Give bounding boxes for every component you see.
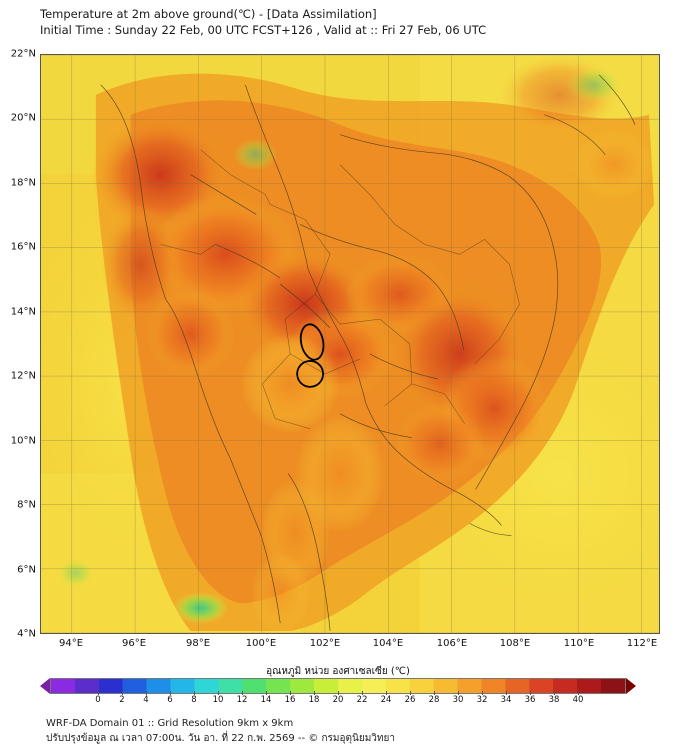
colorbar-tick-label: 8: [191, 695, 197, 705]
colorbar-tick-label: 34: [500, 695, 512, 705]
colorbar-tick-label: 4: [143, 695, 149, 705]
y-tick-label: 16°N: [10, 241, 36, 253]
colorbar-tick-mark: [290, 691, 291, 695]
x-tick-label: 98°E: [185, 638, 211, 649]
colorbar-tick-mark: [266, 691, 267, 695]
colorbar-ticks: 0 2 4 6 8 10 12 14 16 18 20 22 24 26 28 30 32 34 36 38 40: [40, 691, 636, 709]
colorbar-tick-label: 36: [524, 695, 536, 705]
annotation-ellipse-1: [299, 323, 325, 361]
colorbar-tick-label: 0: [95, 695, 101, 705]
colorbar-low-arrow: [40, 678, 50, 694]
colorbar-high-arrow: [626, 678, 636, 694]
x-tick-label: 96°E: [121, 638, 147, 649]
y-tick-label: 12°N: [10, 370, 36, 382]
colorbar-tick-mark: [410, 691, 411, 695]
x-tick-label: 100°E: [245, 638, 277, 649]
colorbar-tick-mark: [242, 691, 243, 695]
colorbar-title: อุณหภูมิ หน่วย องศาเซลเซีย (℃): [266, 666, 410, 677]
chart-title-block: Temperature at 2m above ground(℃) - [Dat…: [40, 6, 660, 38]
colorbar-tick-label: 22: [356, 695, 368, 705]
y-tick-label: 20°N: [10, 112, 36, 124]
colorbar-tick-mark: [218, 691, 219, 695]
y-tick-label: 22°N: [10, 48, 36, 60]
x-tick-label: 104°E: [372, 638, 404, 649]
colorbar-tick-mark: [578, 691, 579, 695]
colorbar-tick-label: 20: [332, 695, 344, 705]
colorbar-tick-mark: [194, 691, 195, 695]
map-area: 22°N 20°N 18°N 16°N 14°N 12°N 10°N 8°N 6…: [11, 49, 660, 649]
colorbar-tick-mark: [554, 691, 555, 695]
colorbar-tick-mark: [314, 691, 315, 695]
colorbar-tick-mark: [170, 691, 171, 695]
colorbar-tick-mark: [506, 691, 507, 695]
x-tick-label: 106°E: [436, 638, 468, 649]
x-tick-label: 112°E: [626, 638, 658, 649]
y-tick-label: 8°N: [17, 499, 36, 511]
colorbar-tick-mark: [362, 691, 363, 695]
colorbar-tick-label: 28: [428, 695, 440, 705]
colorbar-tick-mark: [386, 691, 387, 695]
y-tick-label: 4°N: [17, 628, 36, 640]
colorbar-tick-label: 24: [380, 695, 392, 705]
y-tick-label: 14°N: [10, 306, 36, 318]
map-frame: [40, 54, 660, 634]
colorbar-tick-label: 40: [572, 695, 584, 705]
x-tick-label: 102°E: [309, 638, 341, 649]
colorbar-tick-mark: [482, 691, 483, 695]
footer: WRF-DA Domain 01 :: Grid Resolution 9km …: [46, 716, 666, 746]
footer-credit: ปรับปรุงข้อมูล ณ เวลา 07:00น. วัน อา. ที…: [46, 733, 395, 744]
colorbar-tick-label: 12: [236, 695, 248, 705]
colorbar-tick-label: 32: [476, 695, 488, 705]
colorbar-tick-mark: [530, 691, 531, 695]
colorbar-tick-label: 16: [284, 695, 296, 705]
y-tick-label: 18°N: [10, 177, 36, 189]
colorbar-tick-label: 38: [548, 695, 560, 705]
x-tick-label: 94°E: [58, 638, 84, 649]
y-tick-label: 10°N: [10, 435, 36, 447]
colorbar-tick-label: 30: [452, 695, 464, 705]
colorbar-tick-label: 6: [167, 695, 173, 705]
colorbar-tick-label: 10: [212, 695, 224, 705]
colorbar-tick-mark: [458, 691, 459, 695]
colorbar-tick-label: 26: [404, 695, 416, 705]
temperature-heatmap: [41, 55, 659, 633]
x-tick-label: 108°E: [499, 638, 531, 649]
page-title: Temperature at 2m above ground(℃) - [Dat…: [40, 7, 377, 21]
colorbar-tick-mark: [434, 691, 435, 695]
y-tick-label: 6°N: [17, 564, 36, 576]
colorbar-tick-label: 18: [308, 695, 320, 705]
footer-model-info: WRF-DA Domain 01 :: Grid Resolution 9km …: [46, 718, 294, 729]
colorbar-tick-label: 14: [260, 695, 272, 705]
colorbar-tick-mark: [98, 691, 99, 695]
colorbar-tick-label: 2: [119, 695, 125, 705]
colorbar-tick-mark: [338, 691, 339, 695]
x-tick-label: 110°E: [563, 638, 595, 649]
chart-subtitle: Initial Time : Sunday 22 Feb, 00 UTC FCS…: [40, 23, 487, 37]
colorbar-tick-mark: [122, 691, 123, 695]
colorbar-tick-mark: [146, 691, 147, 695]
